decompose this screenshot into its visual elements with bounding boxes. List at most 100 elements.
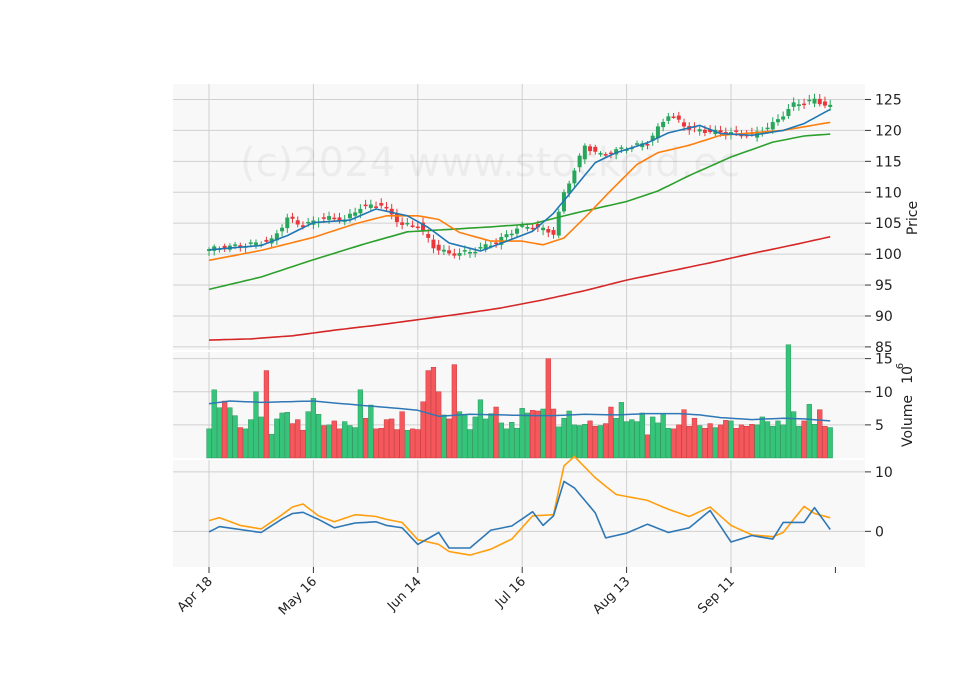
candle-up [577,155,582,168]
volume-bar [665,427,671,459]
volume-bar [373,428,379,459]
volume-average-line [208,400,831,422]
indicator-tick-label: 0 [875,524,884,540]
candle-up [775,119,780,123]
candle-down [410,225,415,227]
volume-bar [509,422,515,459]
candle-up [405,222,410,225]
candle-up [770,122,775,130]
volume-bar [571,424,578,459]
ma-mid-line [208,121,831,262]
price-tick-label: 95 [875,278,893,294]
candle-down [415,226,420,229]
volume-bar [232,415,238,459]
candle-down [300,225,305,228]
candle-up [327,216,332,220]
candle-up [697,129,702,132]
candle-down [802,103,807,106]
volume-bar [723,420,729,459]
volume-bar [686,426,692,459]
indicator-line-b [208,480,831,549]
volume-bar [519,408,525,459]
volume-bar [263,370,270,459]
candle-down [447,250,452,254]
candle-down [321,217,326,219]
volume-bar [660,413,666,459]
volume-bar [597,425,604,459]
candle-up [828,104,833,107]
volume-bar [650,416,656,459]
volume-bar [676,424,682,459]
volume-bar [269,433,275,459]
candle-up [368,204,373,208]
candle-up [441,249,446,252]
volume-bar [791,411,797,459]
volume-bar [258,416,264,459]
candle-up [207,249,211,252]
volume-bar [488,413,494,459]
candle-up [504,234,509,238]
candle-up [567,183,572,194]
volume-bar [404,429,410,459]
candle-down [603,154,608,156]
candle-up [525,226,530,229]
candle-up [285,217,290,229]
volume-bar [613,418,619,459]
candle-up [666,116,671,121]
volume-bar [305,411,311,459]
candle-down [546,229,551,233]
volume-bar [540,408,546,459]
candle-down [739,134,744,137]
volume-bar [462,414,468,459]
volume-bar [206,428,212,459]
candle-up [572,170,577,184]
candle-down [494,242,499,245]
candle-up [468,252,472,254]
volume-bar [420,401,426,459]
volume-bar [248,419,254,459]
volume-bar [754,424,760,459]
volume-bar [770,426,776,459]
candle-up [598,153,603,155]
candle-down [608,152,613,155]
volume-bar [644,434,651,459]
x-tick-label: Jun 14 [384,574,424,614]
candle-down [817,98,822,105]
volume-bar [603,423,609,459]
watermark-text: (c)2024 www.stockoid.ec [240,140,740,186]
volume-bar [712,427,718,459]
candle-up [280,227,285,232]
candle-up [253,242,258,245]
volume-bar [691,418,698,459]
candle-up [786,108,791,116]
volume-bar [284,412,290,459]
volume-bar [503,428,510,459]
x-tick-label: Sep 11 [695,574,738,617]
volume-bar [300,429,306,459]
volume-bar [477,399,484,459]
x-tick-label: Aug 13 [590,574,633,617]
volume-bar [806,404,812,459]
volume-bar [383,419,390,459]
x-tick-label: Apr 18 [175,574,216,615]
volume-bar [363,418,369,459]
volume-bar [347,425,353,459]
volume-bar [415,429,421,459]
volume-bar [608,406,614,459]
volume-bar [764,421,771,459]
volume-bar [227,407,233,459]
candle-up [796,104,801,107]
candle-up [248,242,253,244]
volume-bar [242,428,249,459]
volume-bar [681,409,687,459]
candle-up [514,228,519,234]
candle-up [781,116,786,120]
volume-bar [430,367,437,459]
volume-bar [707,423,713,459]
volume-bar [592,426,598,459]
panel-backgrounds [173,84,865,567]
candle-down [708,129,713,132]
volume-bar [357,389,363,459]
volume-bar [253,391,259,459]
